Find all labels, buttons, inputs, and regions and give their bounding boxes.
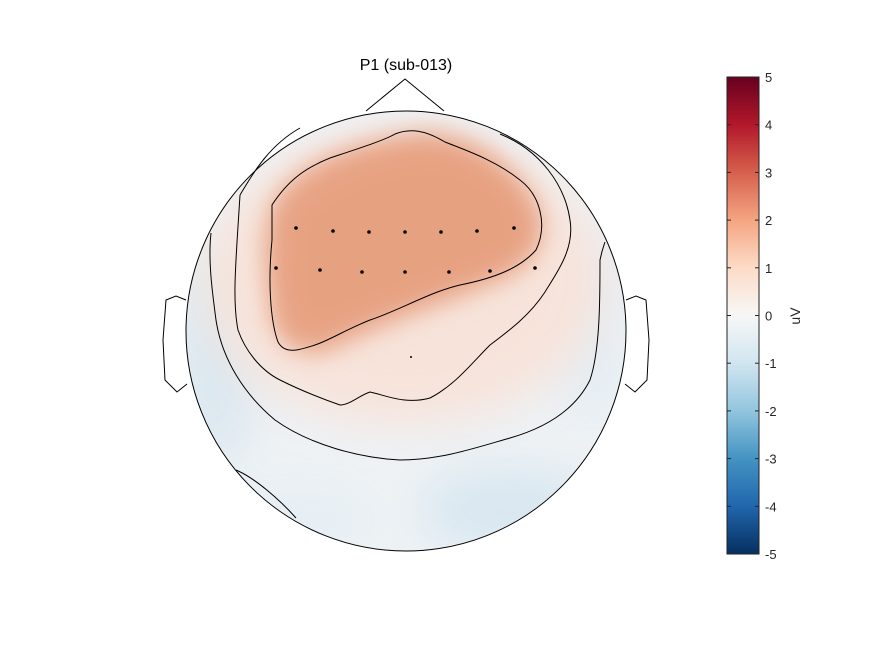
contour-level-neg xyxy=(235,469,297,519)
colorbar-tick-label: 2 xyxy=(765,213,772,228)
head-outline xyxy=(185,110,627,552)
electrode-marker xyxy=(439,230,443,234)
electrode-marker xyxy=(274,266,278,270)
colorbar-tick-label: 3 xyxy=(765,165,772,180)
colorbar-tick-label: 4 xyxy=(765,118,772,133)
contour-level-2 xyxy=(269,130,543,351)
electrode-marker xyxy=(447,270,451,274)
nose-outline xyxy=(365,78,445,112)
colorbar-ticks: 5 4 3 2 1 0 -1 -2 -3 -4 -5 xyxy=(727,70,777,562)
electrode-marker xyxy=(403,270,407,274)
potential-field xyxy=(186,111,626,551)
colorbar-tick-label: -1 xyxy=(765,356,777,371)
electrode-marker xyxy=(403,230,407,234)
colorbar-tick-label: -2 xyxy=(765,404,777,419)
electrode-marker xyxy=(488,269,492,273)
electrode-marker xyxy=(318,268,322,272)
electrode-marker xyxy=(410,356,412,358)
colorbar-tick-label: 1 xyxy=(765,261,772,276)
electrode-marker xyxy=(512,226,516,230)
electrode-marker xyxy=(367,230,371,234)
left-ear-outline xyxy=(162,295,188,393)
electrode-marker xyxy=(331,229,335,233)
electrode-marker xyxy=(533,266,537,270)
contour-lines xyxy=(209,127,606,519)
electrode-marker xyxy=(360,270,364,274)
colorbar-tick-label: 0 xyxy=(765,309,772,324)
colorbar-tick-label: 5 xyxy=(765,70,772,85)
colorbar-tick-label: -5 xyxy=(765,547,777,562)
contour-level-1 xyxy=(234,127,572,406)
electrode-marker xyxy=(294,226,298,230)
chart-title: P1 (sub-013) xyxy=(360,57,453,74)
right-ear-outline xyxy=(624,295,650,393)
electrode-markers xyxy=(274,226,537,358)
colorbar-tick-label: -4 xyxy=(765,499,777,514)
colorbar-tick-label: -3 xyxy=(765,452,777,467)
colorbar-label: uV xyxy=(787,307,803,325)
colorbar xyxy=(726,76,760,555)
electrode-marker xyxy=(475,229,479,233)
contour-level-0 xyxy=(209,232,606,461)
